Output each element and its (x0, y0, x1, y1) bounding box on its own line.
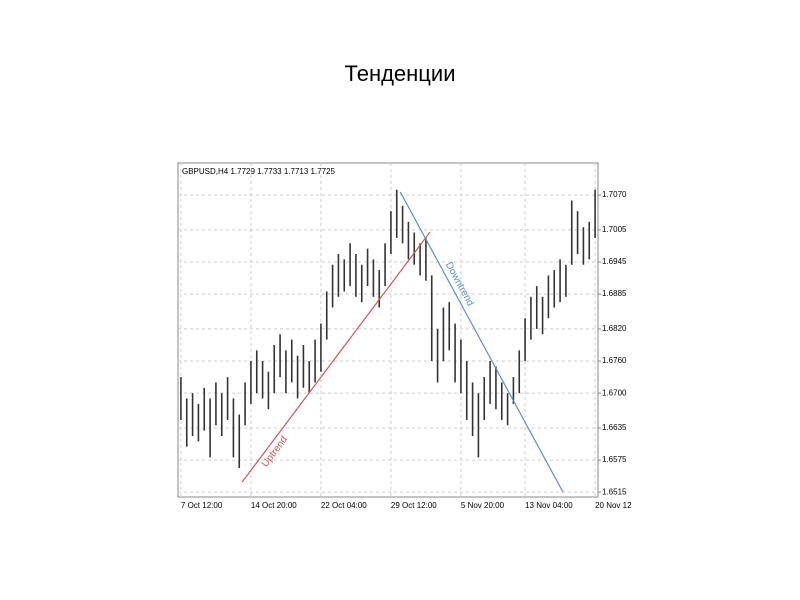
x-tick-label: 7 Oct 12:00 (181, 501, 223, 510)
x-tick-label: 29 Oct 12:00 (391, 501, 437, 510)
y-tick-label: 1.7070 (602, 190, 627, 199)
y-tick-label: 1.6635 (602, 423, 627, 432)
y-tick-label: 1.7005 (602, 225, 627, 234)
y-tick-label: 1.6760 (602, 356, 627, 365)
x-tick-label: 13 Nov 04:00 (525, 501, 573, 510)
y-tick-label: 1.6700 (602, 388, 627, 397)
y-tick-label: 1.6820 (602, 324, 627, 333)
x-tick-label: 14 Oct 20:00 (251, 501, 297, 510)
x-tick-label: 20 Nov 12 (595, 501, 632, 510)
x-tick-label: 5 Nov 20:00 (461, 501, 505, 510)
y-tick-label: 1.6575 (602, 455, 627, 464)
y-tick-label: 1.6885 (602, 289, 627, 298)
trend-line (241, 231, 431, 483)
trend-line (399, 191, 564, 493)
slide-title: Тенденции (345, 61, 456, 86)
y-tick-label: 1.6945 (602, 257, 627, 266)
x-tick-label: 22 Oct 04:00 (321, 501, 367, 510)
plot-frame (177, 162, 599, 498)
y-tick-label: 1.6515 (602, 487, 627, 496)
symbol-header: GBPUSD,H4 1.7729 1.7733 1.7713 1.7725 (182, 167, 336, 176)
